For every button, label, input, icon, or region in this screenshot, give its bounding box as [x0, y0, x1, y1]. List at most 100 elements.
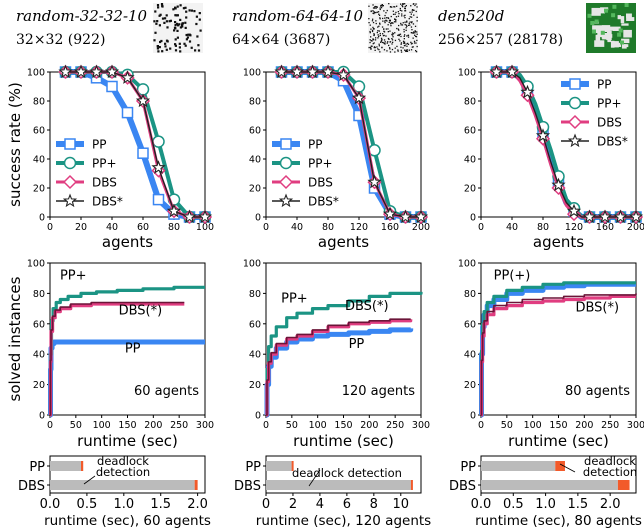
obstacle-cell: [166, 40, 168, 42]
obstacle-cell: [415, 31, 416, 32]
legend-label: DBS*: [308, 195, 339, 209]
row-label: PP: [245, 460, 261, 475]
curve-label: PP+: [60, 269, 87, 284]
bar-compute-DBS: [266, 480, 411, 490]
y-tick-label: 80: [249, 97, 261, 108]
x-tick-label: 1.5: [568, 497, 589, 512]
obstacle-cell: [413, 10, 414, 11]
obstacle-cell: [403, 43, 404, 44]
obstacle-cell: [383, 29, 384, 30]
obstacle-cell: [399, 34, 400, 35]
obstacle-cell: [390, 41, 391, 42]
obstacle-cell: [157, 47, 159, 49]
data-point: [64, 195, 75, 206]
obstacle-cell: [386, 50, 387, 51]
obstacle-cell: [379, 30, 380, 31]
obstacle-cell: [406, 26, 407, 27]
y-axis-label: success rate (%): [6, 82, 24, 207]
legend-label: DBS: [308, 176, 333, 190]
x-tick-label: 1.5: [150, 497, 171, 512]
x-tick-label: 120: [565, 222, 583, 233]
obstacle-cell: [175, 49, 177, 51]
runtime-breakdown-chart-2: 0 2 4 6 8 10 PP DBS runtime (sec), 120 agents dea…: [234, 456, 431, 529]
obstacle-cell: [384, 35, 385, 36]
x-tick-label: 0: [478, 222, 484, 233]
obstacle-cell: [194, 49, 196, 51]
obstacle-cell: [378, 34, 379, 35]
obstacle-cell: [373, 13, 374, 14]
obstacle-cell: [157, 45, 159, 47]
data-point: [569, 116, 581, 128]
obstacle-cell: [398, 25, 399, 26]
obstacle-cell: [372, 39, 373, 40]
runtime-breakdown-chart-3: 0.0 0.5 1.0 1.5 2.0PPDBSruntime (sec), 80 ag…: [449, 454, 642, 529]
legend-label: PP: [308, 138, 322, 152]
obstacle-cell: [378, 11, 379, 12]
obstacle-cell: [376, 46, 377, 47]
y-tick-label: 0: [39, 213, 45, 224]
obstacle-cell: [402, 3, 403, 4]
data-point: [154, 195, 164, 205]
obstacle-cell: [406, 35, 407, 36]
curve-label: PP: [349, 337, 365, 352]
obstacle-cell: [386, 17, 387, 18]
x-axis-label: runtime (sec), 60 agents: [44, 513, 211, 529]
free-space: [622, 44, 627, 48]
obstacle-cell: [196, 16, 198, 18]
obstacle-cell: [390, 23, 391, 24]
obstacle-cell: [408, 25, 409, 26]
series-line: [66, 72, 206, 217]
x-tick-label: 160: [381, 222, 399, 233]
y-tick-label: 80: [464, 289, 476, 300]
curve-label: PP+: [281, 292, 308, 307]
row-label: DBS: [18, 479, 45, 494]
obstacle-cell: [155, 23, 157, 25]
obstacle-cell: [372, 20, 373, 21]
obstacle-cell: [174, 7, 176, 9]
obstacle-cell: [162, 18, 164, 20]
obstacle-cell: [400, 47, 401, 48]
obstacle-cell: [406, 30, 407, 31]
data-point: [153, 136, 164, 147]
x-tick-label: 200: [360, 420, 378, 431]
y-tick-label: 60: [249, 126, 261, 137]
obstacle-cell: [404, 8, 405, 9]
solved-instances-chart-3: 0 50 100 150 200 250 300020406080100runtime (s…: [458, 259, 644, 451]
y-tick-label: 100: [27, 259, 45, 270]
curve-label: DBS(*): [575, 301, 619, 316]
terrain-patch: [619, 29, 623, 33]
terrain-patch: [620, 41, 624, 45]
legend-label: PP+: [308, 157, 333, 171]
obstacle-cell: [391, 43, 392, 44]
obstacle-cell: [415, 50, 416, 51]
data-point: [280, 195, 291, 206]
obstacle-cell: [373, 22, 374, 23]
map-thumbnail-2: [368, 3, 418, 53]
y-tick-label: 80: [464, 97, 476, 108]
y-tick-label: 80: [33, 289, 45, 300]
obstacle-cell: [159, 41, 161, 43]
obstacle-cell: [417, 46, 418, 47]
obstacle-cell: [388, 24, 389, 25]
obstacle-cell: [179, 46, 181, 48]
obstacle-cell: [382, 18, 383, 19]
x-tick-label: 250: [386, 420, 404, 431]
y-tick-label: 0: [39, 411, 45, 422]
obstacle-cell: [393, 11, 394, 12]
obstacle-cell: [406, 46, 407, 47]
x-tick-label: 200: [627, 222, 644, 233]
obstacle-cell: [392, 39, 393, 40]
obstacle-cell: [389, 22, 390, 23]
obstacle-cell: [413, 3, 414, 4]
legend-label: PP+: [92, 157, 117, 171]
obstacle-cell: [176, 30, 178, 32]
obstacle-cell: [389, 48, 390, 49]
obstacle-cell: [401, 13, 402, 14]
x-axis-label: agents: [102, 233, 153, 251]
obstacle-cell: [164, 17, 166, 19]
x-tick-label: 8: [370, 497, 378, 512]
series-line: [282, 72, 422, 217]
obstacle-cell: [390, 25, 391, 26]
obstacle-cell: [400, 10, 401, 11]
data-point: [65, 158, 76, 169]
